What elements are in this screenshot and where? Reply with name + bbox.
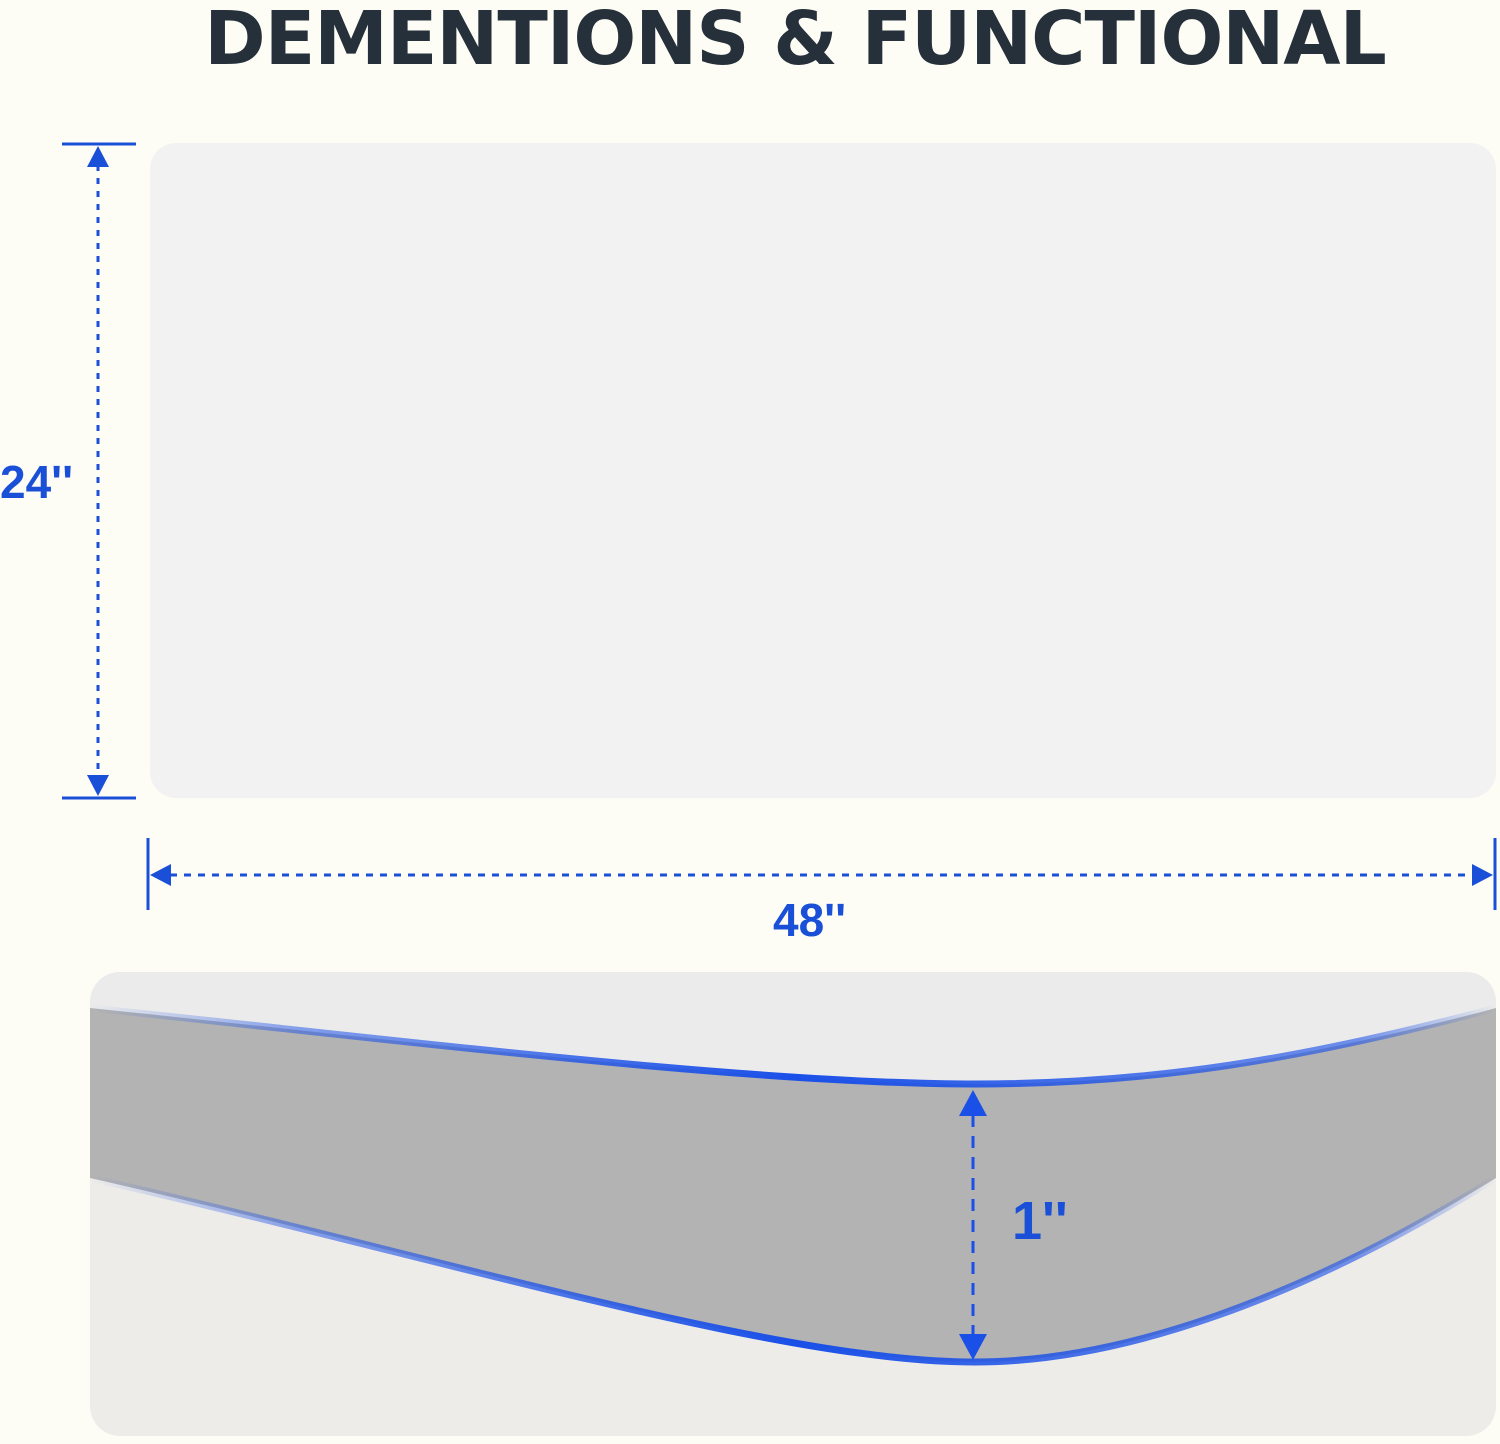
edge-detail-panel: [90, 972, 1496, 1436]
thickness-dimension: [959, 1090, 987, 1360]
width-label: 48'': [773, 894, 847, 946]
height-label: 24'': [0, 456, 74, 508]
width-dimension: [146, 838, 1497, 910]
thickness-label: 1'': [1012, 1191, 1068, 1251]
height-dimension: [62, 142, 136, 800]
edge-thickness-band: [90, 1008, 1496, 1362]
page-title: DEMENTIONS & FUNCTIONAL: [204, 0, 1386, 82]
desk-top-panel: [150, 143, 1496, 798]
